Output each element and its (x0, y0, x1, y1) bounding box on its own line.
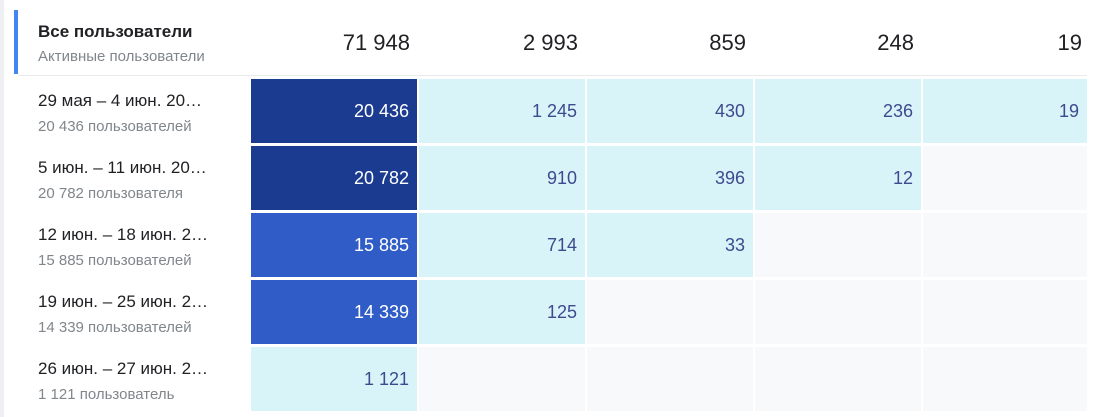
cohort-cell[interactable]: 236 (755, 79, 921, 143)
cohort-cell (755, 280, 921, 344)
cohort-sublabel: 15 885 пользователей (38, 252, 192, 269)
cohort-cell[interactable]: 430 (587, 79, 753, 143)
total-week-4: 19 (1057, 30, 1082, 55)
cohort-label: 29 мая – 4 июн. 20… (38, 91, 203, 110)
cohort-cell (755, 213, 921, 277)
cohort-sublabel: 20 436 пользователей (38, 118, 192, 135)
cohort-label: 5 июн. – 11 июн. 20… (38, 158, 207, 177)
metric-subtitle: Активные пользователи (38, 48, 205, 65)
cohort-cell[interactable]: 20 782 (251, 146, 417, 210)
cohort-cell (923, 146, 1087, 210)
cohort-cell (587, 347, 753, 411)
cohort-sublabel: 14 339 пользователей (38, 319, 192, 336)
cohort-cell (419, 347, 585, 411)
cohort-cell (755, 347, 921, 411)
cohort-cell[interactable]: 33 (587, 213, 753, 277)
cohort-cell[interactable]: 20 436 (251, 79, 417, 143)
cohort-cell[interactable]: 15 885 (251, 213, 417, 277)
total-week-1: 2 993 (522, 30, 578, 55)
cohort-cell[interactable]: 12 (755, 146, 921, 210)
cohort-cell[interactable]: 1 245 (419, 79, 585, 143)
segment-title: Все пользователи (38, 22, 193, 41)
total-week-2: 859 (709, 30, 746, 55)
header-divider (18, 75, 1087, 76)
left-border (0, 0, 4, 417)
cohort-cell[interactable]: 396 (587, 146, 753, 210)
cohort-cell (587, 280, 753, 344)
segment-accent-bar (14, 10, 18, 74)
cohort-label: 26 июн. – 27 июн. 2… (38, 359, 209, 378)
cohort-sublabel: 20 782 пользователя (38, 185, 184, 202)
cohort-cell (923, 347, 1087, 411)
cohort-label: 19 июн. – 25 июн. 2… (38, 292, 209, 311)
cohort-cell (923, 280, 1087, 344)
total-week-0: 71 948 (342, 30, 410, 55)
cohort-cell (923, 213, 1087, 277)
cohort-cell[interactable]: 125 (419, 280, 585, 344)
cohort-cell[interactable]: 714 (419, 213, 585, 277)
cohort-cell[interactable]: 910 (419, 146, 585, 210)
total-week-3: 248 (877, 30, 914, 55)
cohort-cell[interactable]: 19 (923, 79, 1087, 143)
cohort-cell[interactable]: 14 339 (251, 280, 417, 344)
cohort-cell[interactable]: 1 121 (251, 347, 417, 411)
cohort-sublabel: 1 121 пользователь (38, 386, 175, 403)
cohort-label: 12 июн. – 18 июн. 2… (38, 225, 209, 244)
